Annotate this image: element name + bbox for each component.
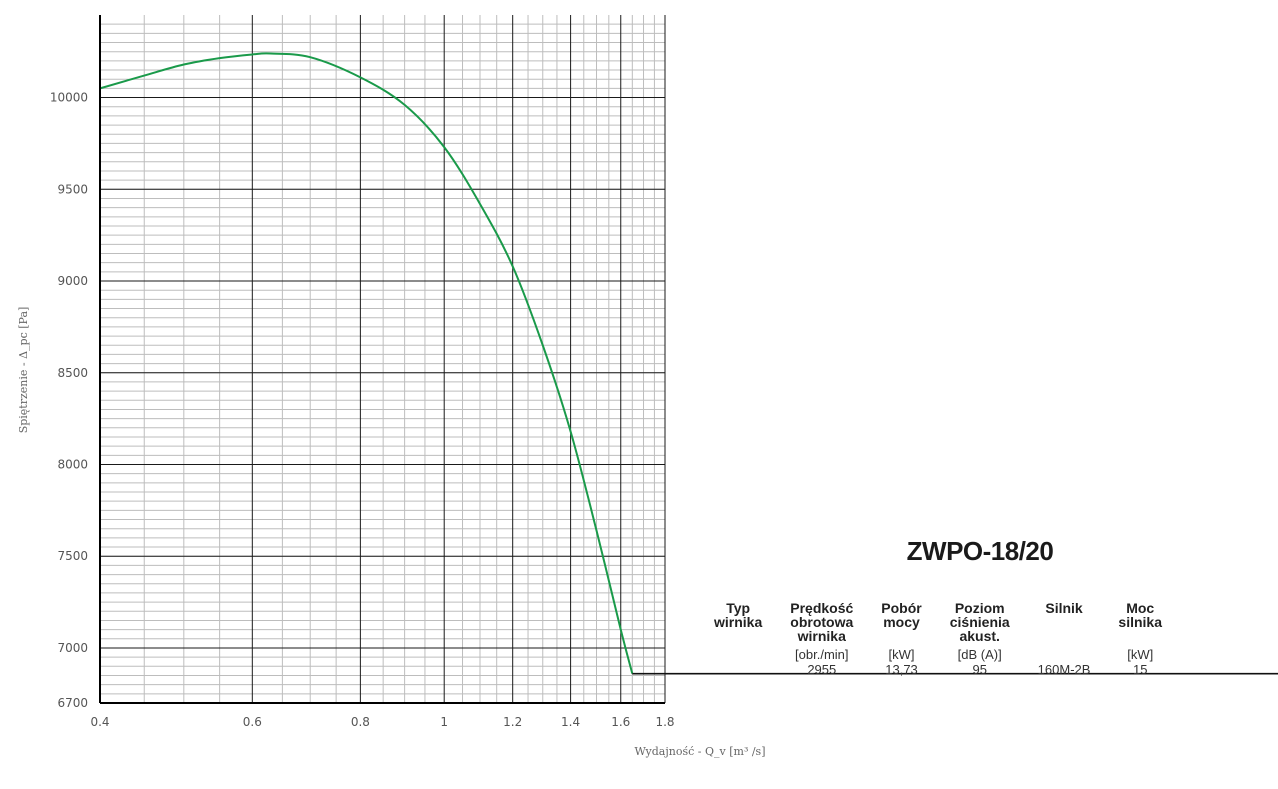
y-tick-label: 8000 <box>57 457 88 471</box>
y-tick-label: 7500 <box>57 549 88 563</box>
y-axis-label: Spiętrzenie - Δ_pc [Pa] <box>17 307 30 434</box>
x-tick-label: 1.8 <box>655 715 674 729</box>
x-tick-label: 0.4 <box>90 715 109 729</box>
spec-unit-cell: [dB (A)] <box>957 647 1002 662</box>
x-tick-label: 1 <box>440 715 448 729</box>
spec-column-header: Typ wirnika <box>714 600 763 630</box>
spec-unit-cell: [obr./min] <box>795 647 849 662</box>
spec-value-cell: 13,73 <box>885 662 918 677</box>
spec-value-cell: 95 <box>972 662 987 677</box>
spec-value-cell: 2955 <box>807 662 837 677</box>
minor-grid <box>100 15 665 703</box>
spec-header-row: Typ wirnika Prędkość obrotowa wirnika Pobór mo… <box>700 601 1176 647</box>
axes <box>99 15 665 704</box>
x-axis-label: Wydajność - Q_v [m³ /s] <box>634 745 765 758</box>
major-grid <box>99 15 666 704</box>
product-title: ZWPO-18/20 <box>906 536 1054 566</box>
spec-table: Typ wirnika Prędkość obrotowa wirnika Pobór mo… <box>700 601 1176 677</box>
x-tick-label: 1.4 <box>561 715 580 729</box>
y-tick-label: 9500 <box>57 182 88 196</box>
y-tick-label: 6700 <box>57 696 88 710</box>
spec-column-header: Prędkość obrotowa wirnika <box>790 600 854 644</box>
x-tick-labels: 0.4 0.6 0.8 1 1.2 1.4 1.6 1.8 <box>90 715 674 729</box>
x-tick-label: 0.8 <box>351 715 370 729</box>
spec-column-header: Pobór mocy <box>881 600 922 630</box>
y-tick-label: 8500 <box>57 366 88 380</box>
spec-unit-cell <box>1024 647 1105 662</box>
y-tick-label: 7000 <box>57 641 88 655</box>
spec-value-cell: 160M-2B <box>1037 662 1091 677</box>
y-tick-labels: 6700 7000 7500 8000 8500 9000 9500 10000 <box>50 91 88 710</box>
curve-line <box>99 52 634 674</box>
x-tick-label: 1.6 <box>611 715 630 729</box>
spec-column-header: Moc silnika <box>1118 600 1163 630</box>
spec-unit-cell: [kW] <box>1127 647 1154 662</box>
y-tick-label: 9000 <box>57 274 88 288</box>
x-tick-label: 1.2 <box>503 715 522 729</box>
spec-values-row: 2955 13,73 95 160M-2B 15 <box>700 662 1176 677</box>
y-tick-label: 10000 <box>50 91 88 105</box>
x-tick-label: 0.6 <box>243 715 262 729</box>
spec-column-header: Silnik <box>1045 600 1083 616</box>
spec-units-row: [obr./min] [kW] [dB (A)] [kW] <box>700 647 1176 662</box>
spec-value-cell: 15 <box>1132 662 1148 677</box>
spec-value-cell <box>700 662 776 677</box>
spec-unit-cell: [kW] <box>888 647 915 662</box>
spec-unit-cell <box>700 647 776 662</box>
spec-column-header: Poziom ciśnienia akust. <box>949 600 1010 644</box>
fan-curve <box>99 52 1278 675</box>
